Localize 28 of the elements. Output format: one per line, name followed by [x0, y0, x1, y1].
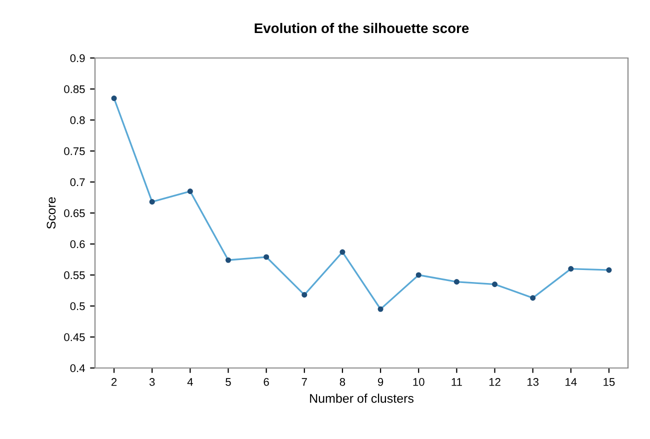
x-tick-label: 13	[527, 378, 539, 386]
x-tick-label: 8	[340, 378, 346, 386]
x-tick-label: 14	[566, 378, 577, 386]
x-tick-label: 5	[226, 378, 231, 386]
y-tick-label: 0.55	[64, 271, 85, 280]
y-tick-label: 0.75	[64, 147, 85, 156]
x-tick-label: 9	[378, 378, 384, 386]
y-tick-label: 0.8	[70, 116, 85, 124]
y-tick-label: 0.4	[70, 364, 85, 372]
y-tick-label: 0.45	[64, 333, 85, 342]
x-tick-label: 11	[452, 378, 462, 386]
y-axis-title: Score	[46, 197, 56, 229]
x-tick-label: 15	[604, 378, 615, 386]
chart-title: Evolution of the silhouette score	[254, 22, 469, 34]
x-tick-label: 10	[413, 378, 424, 386]
y-tick-label: 0.6	[70, 240, 85, 248]
y-tick-label: 0.9	[70, 54, 85, 62]
y-tick-label: 0.65	[64, 209, 85, 218]
x-tick-label: 3	[149, 378, 155, 386]
x-axis-title: Number of clusters	[310, 394, 414, 403]
y-tick-label: 0.85	[64, 85, 85, 94]
x-tick-label: 12	[489, 378, 500, 386]
x-tick-label: 2	[112, 378, 117, 386]
y-tick-label: 0.7	[70, 178, 85, 186]
x-tick-label: 7	[302, 378, 307, 386]
x-tick-label: 6	[264, 378, 269, 386]
x-tick-label: 4	[187, 378, 193, 386]
y-tick-label: 0.5	[70, 302, 85, 310]
